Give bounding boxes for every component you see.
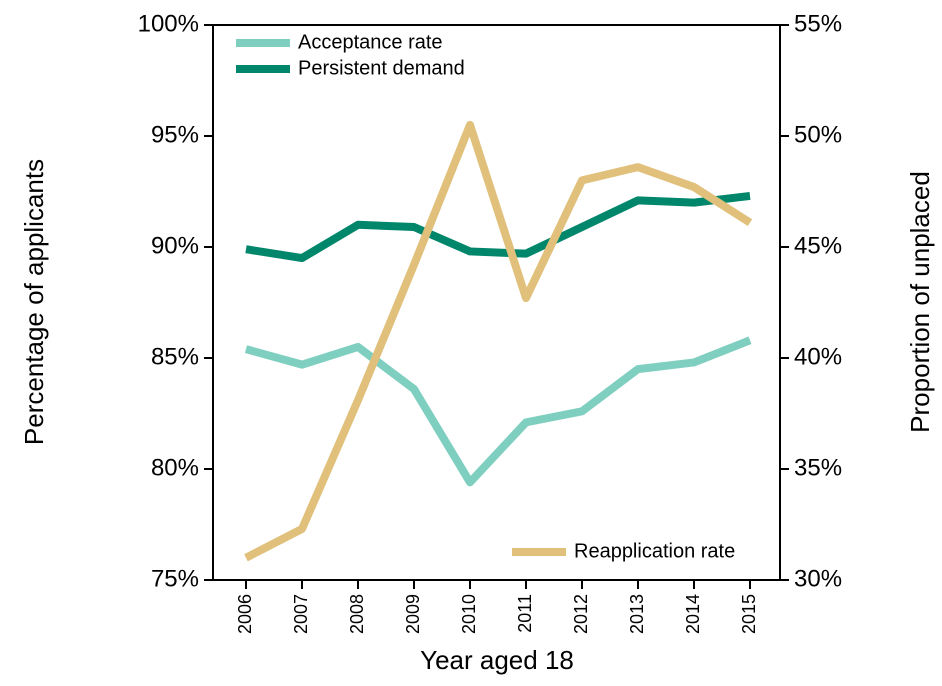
- x-tick-label: 2007: [291, 594, 311, 634]
- plot-frame: [212, 24, 781, 581]
- x-tick-label: 2009: [403, 594, 423, 634]
- x-tick-label: 2008: [347, 594, 367, 634]
- y-tick-label: 90%: [151, 232, 199, 259]
- y2-tick-label: 30%: [794, 565, 842, 592]
- data-line: [244, 336, 752, 487]
- y-tick-label: 75%: [151, 565, 199, 592]
- legend-label: Reapplication rate: [574, 540, 735, 562]
- x-tick-label: 2013: [627, 594, 647, 634]
- y2-tick-label: 55%: [794, 10, 842, 37]
- y2-tick-label: 45%: [794, 232, 842, 259]
- y-tick-label: 100%: [138, 10, 199, 37]
- x-tick-label: 2012: [571, 594, 591, 634]
- y-tick-label: 85%: [151, 343, 199, 370]
- data-line: [244, 120, 753, 562]
- x-tick-label: 2010: [459, 594, 479, 634]
- x-tick-label: 2011: [515, 594, 535, 633]
- y2-tick-label: 50%: [794, 121, 842, 148]
- legend-label: Acceptance rate: [298, 31, 443, 53]
- y-tick-label: 95%: [151, 121, 199, 148]
- x-tick-label: 2006: [235, 594, 255, 634]
- data-line: [245, 191, 751, 263]
- legend-label: Persistent demand: [298, 57, 465, 79]
- y-axis-label: Percentage of applicants: [19, 159, 49, 445]
- y-tick-label: 80%: [151, 454, 199, 481]
- x-tick-label: 2015: [739, 594, 759, 634]
- x-axis-label: Year aged 18: [420, 645, 574, 675]
- x-tick-label: 2014: [683, 594, 703, 634]
- y2-tick-label: 40%: [794, 343, 842, 370]
- y2-tick-label: 35%: [794, 454, 842, 481]
- y2-axis-label: Proportion of unplaced: [905, 171, 935, 433]
